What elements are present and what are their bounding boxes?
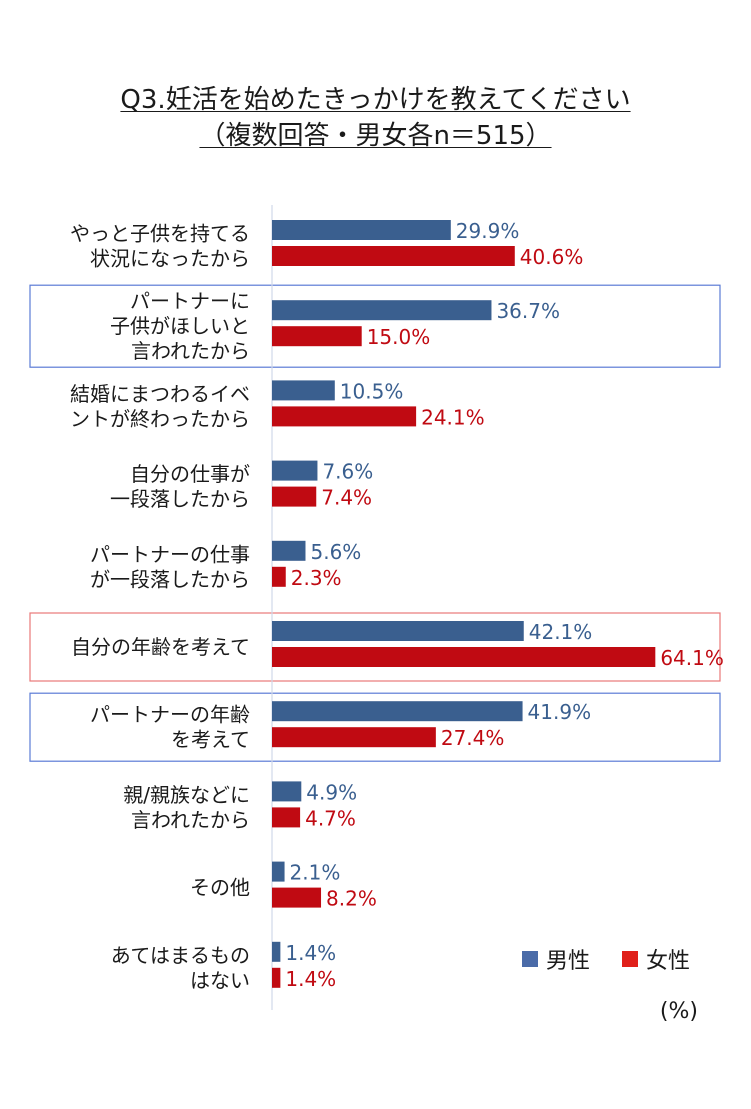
legend-swatch-male [522,951,538,967]
value-label-female-5: 64.1% [660,646,724,670]
bar-female-7 [272,807,301,828]
bar-female-3 [272,486,317,507]
highlight-box-2 [29,692,721,762]
bar-male-5 [272,621,524,641]
category-label-1-0: パートナーに [130,289,250,313]
value-label-female-0: 40.6% [520,245,584,269]
category-label-1-2: 言われたから [131,339,250,363]
category-label-1-1: 子供がほしいと [110,314,250,338]
category-label-6-1: を考えて [171,728,250,752]
value-label-female-9: 1.4% [285,967,336,991]
value-label-male-0: 29.9% [456,219,520,243]
category-label-7-1: 言われたから [131,808,250,832]
category-label-2-0: 結婚にまつわるイベ [70,382,250,406]
bar-male-1 [272,300,492,321]
value-label-female-4: 2.3% [291,566,342,590]
value-label-female-1: 15.0% [367,325,431,349]
bar-male-2 [272,380,335,401]
bar-female-5 [272,647,656,667]
value-label-male-6: 41.9% [528,700,592,724]
category-label-4-1: が一段落したから [90,567,250,591]
value-label-male-1: 36.7% [496,299,560,323]
highlight-box-1 [29,612,721,682]
bar-male-3 [272,460,318,481]
value-label-female-8: 8.2% [326,887,377,911]
value-label-female-7: 4.7% [305,806,356,830]
category-label-0-0: やっと子供を持てる [70,222,250,246]
category-label-3-0: 自分の仕事が [130,462,250,486]
bar-female-1 [272,326,362,347]
category-label-9-0: あてはまるもの [111,943,250,967]
value-label-male-2: 10.5% [340,379,404,403]
bar-female-8 [272,887,322,908]
category-label-6-0: パートナーの年齢 [90,703,250,727]
value-label-male-5: 42.1% [529,620,593,644]
bar-male-4 [272,540,306,561]
category-label-3-1: 一段落したから [110,487,250,511]
unit-label: (%) [660,999,698,1024]
bar-female-6 [272,727,436,748]
category-label-5-0: 自分の年齢を考えて [71,635,250,659]
category-label-7-0: 親/親族などに [123,783,250,807]
value-label-male-3: 7.6% [322,460,373,484]
chart-title-line-1: Q3.妊活を始めたきっかけを教えてください [120,85,631,115]
value-label-male-4: 5.6% [310,540,361,564]
category-label-2-1: ントが終わったから [70,407,250,431]
value-label-female-2: 24.1% [421,405,485,429]
value-label-male-9: 1.4% [285,941,336,965]
bar-male-9 [272,941,281,962]
category-label-8-0: その他 [190,876,250,900]
bar-male-8 [272,861,285,882]
legend-label-male: 男性 [546,949,590,974]
value-label-female-3: 7.4% [321,486,372,510]
value-label-female-6: 27.4% [441,726,505,750]
value-label-male-7: 4.9% [306,780,357,804]
value-label-male-8: 2.1% [290,861,341,885]
category-label-0-1: 状況になったから [90,247,250,271]
bar-male-0 [272,220,451,240]
legend-swatch-female [622,951,638,967]
bar-female-4 [272,566,286,587]
highlight-box-0 [29,284,721,368]
bar-female-9 [272,967,281,988]
bar-male-6 [272,701,523,722]
bar-female-0 [272,246,515,266]
chart-title-line-2: （複数回答・男女各n＝515） [199,121,552,151]
bar-male-7 [272,781,302,802]
category-label-4-0: パートナーの仕事 [90,542,250,566]
chart-title: Q3.妊活を始めたきっかけを教えてください （複数回答・男女各n＝515） [0,82,751,154]
legend-label-female: 女性 [646,949,690,974]
category-label-9-1: はない [190,968,250,992]
bar-female-2 [272,406,417,427]
